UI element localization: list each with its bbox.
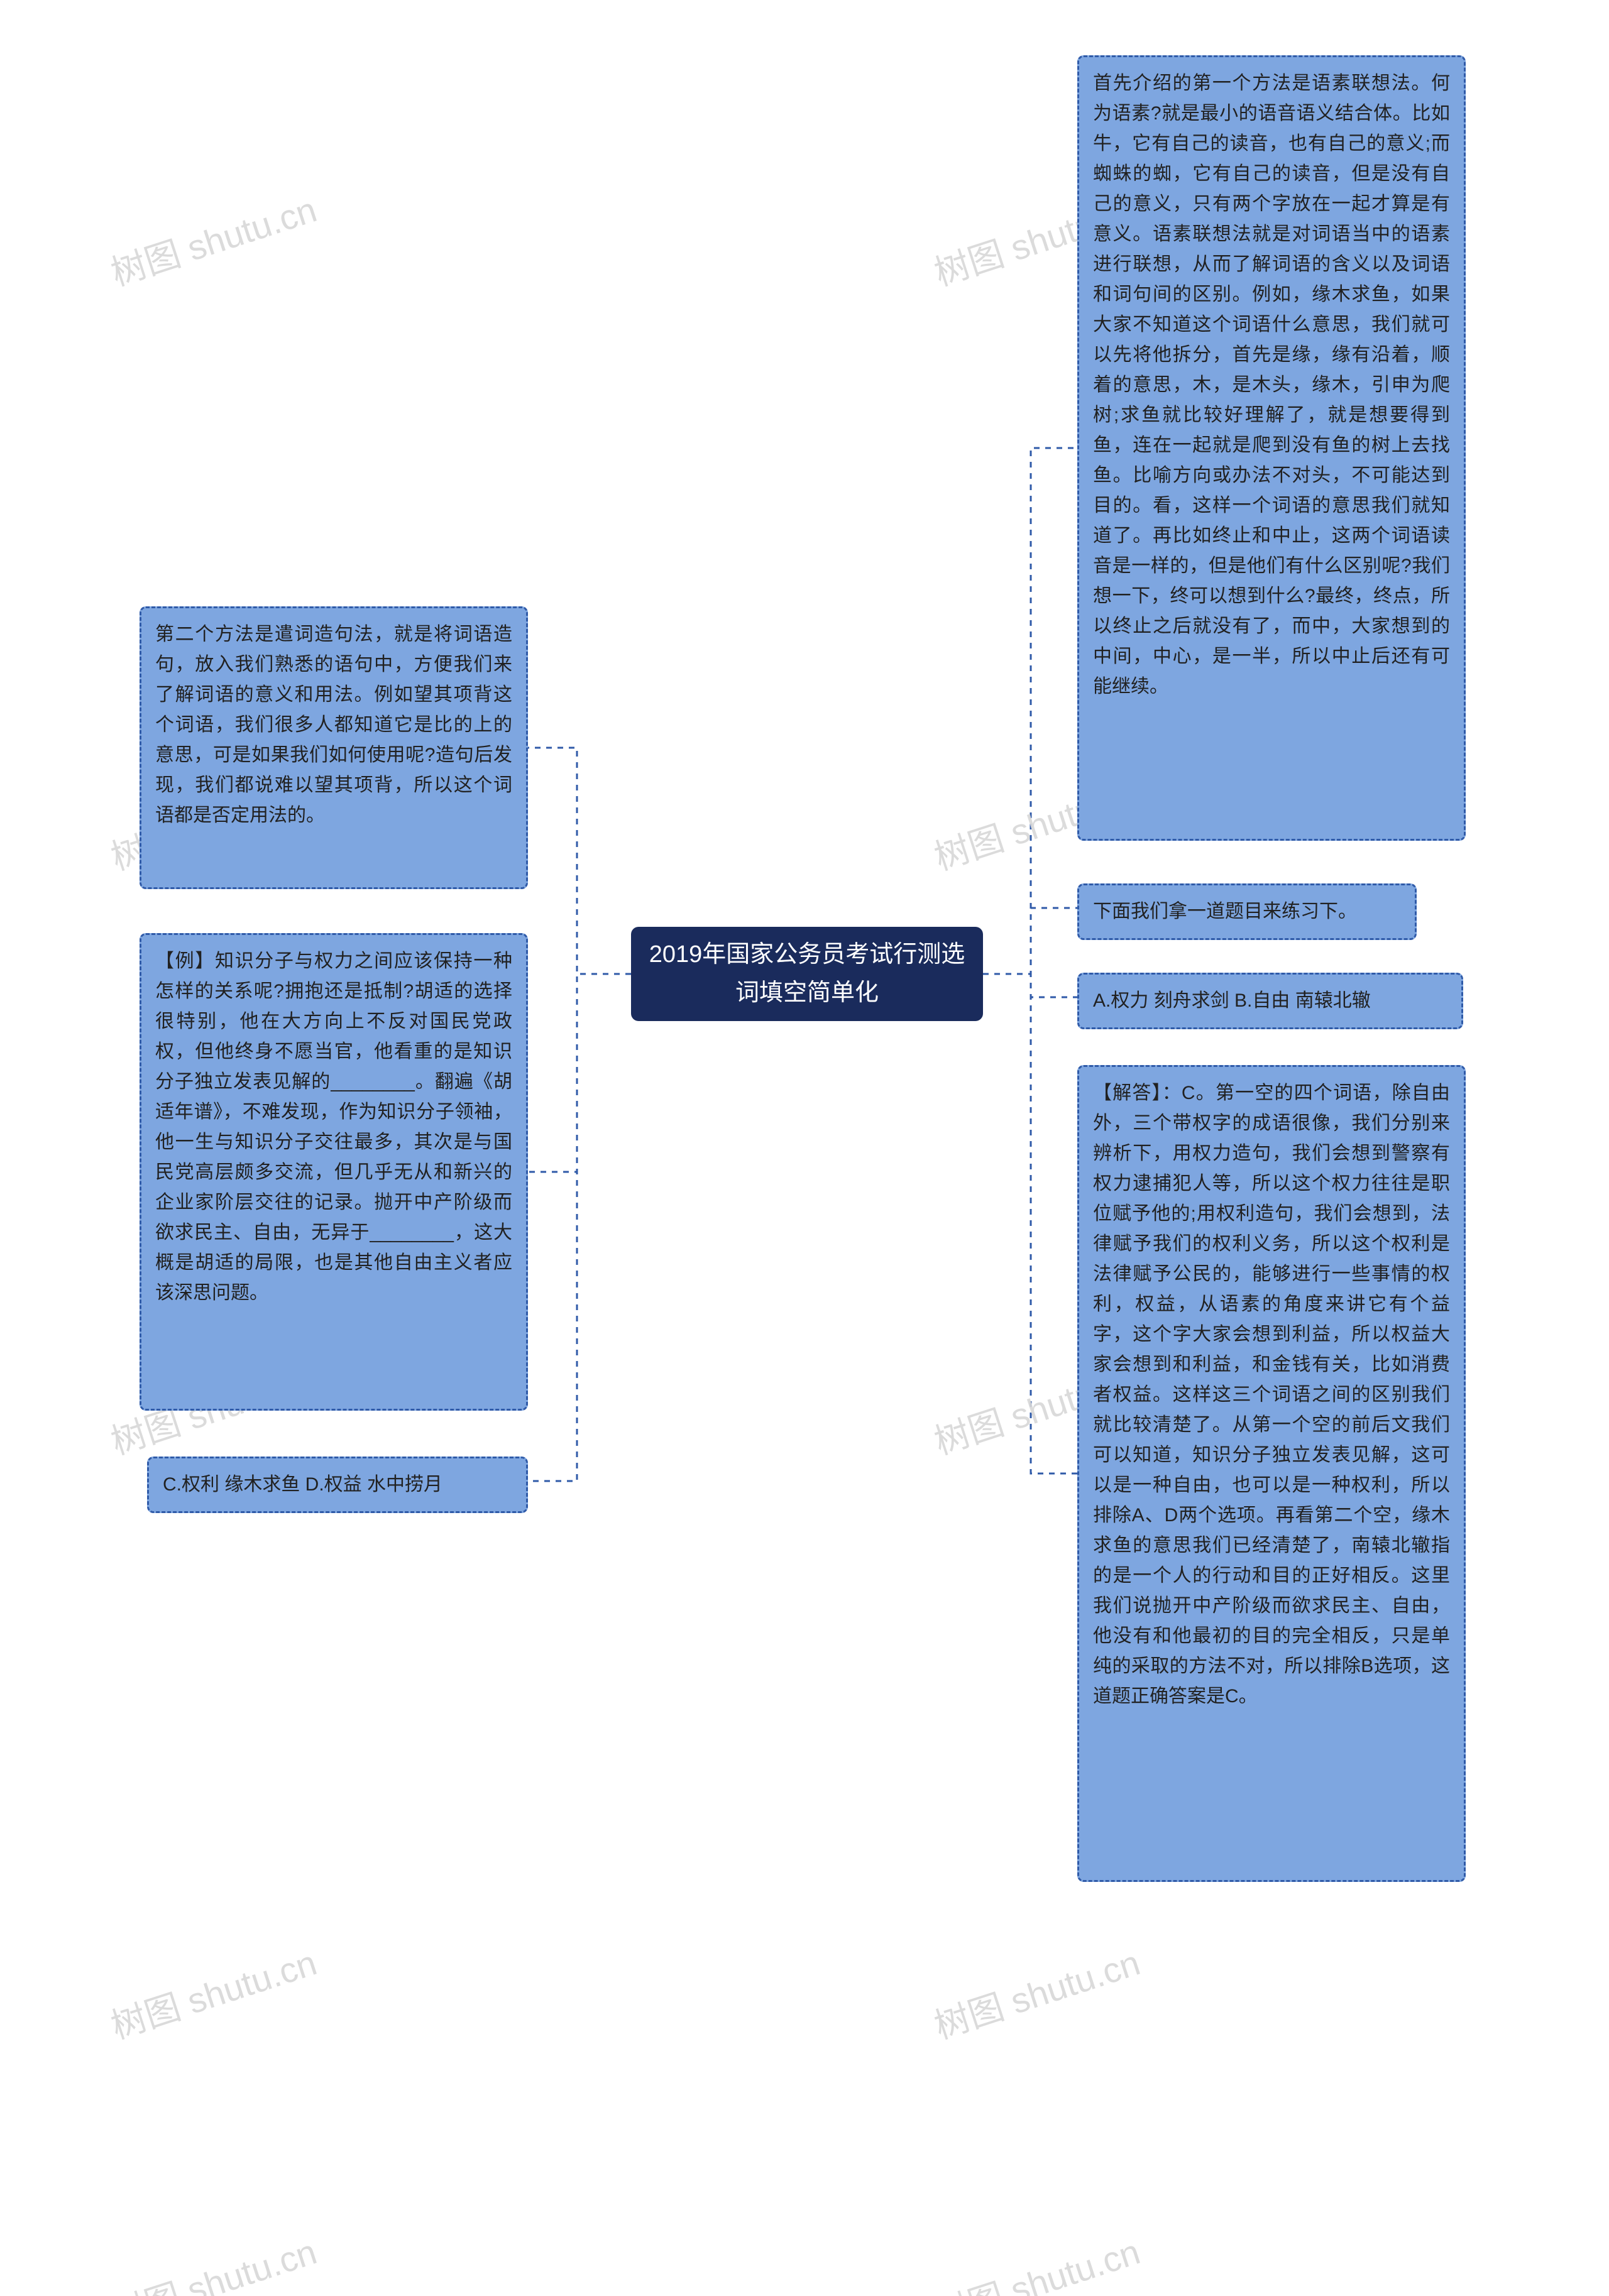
child-node-text: 首先介绍的第一个方法是语素联想法。何为语素?就是最小的语音语义结合体。比如牛，它…: [1093, 73, 1450, 697]
child-node-text: 【解答】：C。第一空的四个词语，除自由外，三个带权字的成语很像，我们分别来辨析下…: [1093, 1083, 1450, 1707]
watermark: 树图 shutu.cn: [104, 2224, 322, 2296]
connector: [528, 748, 631, 974]
child-node-L1: 第二个方法是遣词造句法，就是将词语造句，放入我们熟悉的语句中，方便我们来了解词语…: [140, 606, 528, 889]
child-node-L2: 【例】知识分子与权力之间应该保持一种怎样的关系呢?拥抱还是抵制?胡适的选择很特别…: [140, 933, 528, 1411]
child-node-text: 下面我们拿一道题目来练习下。: [1093, 901, 1357, 922]
child-node-text: 【例】知识分子与权力之间应该保持一种怎样的关系呢?拥抱还是抵制?胡适的选择很特别…: [155, 951, 512, 1303]
child-node-R4: 【解答】：C。第一空的四个词语，除自由外，三个带权字的成语很像，我们分别来辨析下…: [1077, 1065, 1466, 1882]
child-node-text: 第二个方法是遣词造句法，就是将词语造句，放入我们熟悉的语句中，方便我们来了解词语…: [155, 624, 512, 826]
watermark: 树图 shutu.cn: [104, 1935, 322, 2049]
child-node-text: A.权力 刻舟求剑 B.自由 南辕北辙: [1093, 990, 1371, 1011]
watermark: 树图 shutu.cn: [927, 1935, 1146, 2049]
watermark: 树图 shutu.cn: [927, 2224, 1146, 2296]
center-node-text: 2019年国家公务员考试行测选词填空简单化: [645, 936, 969, 1012]
connector: [983, 974, 1077, 1473]
watermark: 树图 shutu.cn: [104, 182, 322, 296]
connector: [528, 974, 631, 1481]
connector: [983, 908, 1077, 974]
connector: [983, 974, 1077, 997]
child-node-L3: C.权利 缘木求鱼 D.权益 水中捞月: [147, 1457, 528, 1513]
connector: [983, 448, 1077, 974]
child-node-R1: 首先介绍的第一个方法是语素联想法。何为语素?就是最小的语音语义结合体。比如牛，它…: [1077, 55, 1466, 841]
child-node-text: C.权利 缘木求鱼 D.权益 水中捞月: [163, 1474, 442, 1495]
child-node-R3: A.权力 刻舟求剑 B.自由 南辕北辙: [1077, 973, 1463, 1029]
child-node-R2: 下面我们拿一道题目来练习下。: [1077, 883, 1417, 940]
center-node: 2019年国家公务员考试行测选词填空简单化: [631, 927, 983, 1021]
mindmap-canvas: 树图 shutu.cn 树图 shutu.cn 树图 shutu.cn 树图 shut…: [0, 0, 1609, 2296]
connector: [528, 974, 631, 1172]
